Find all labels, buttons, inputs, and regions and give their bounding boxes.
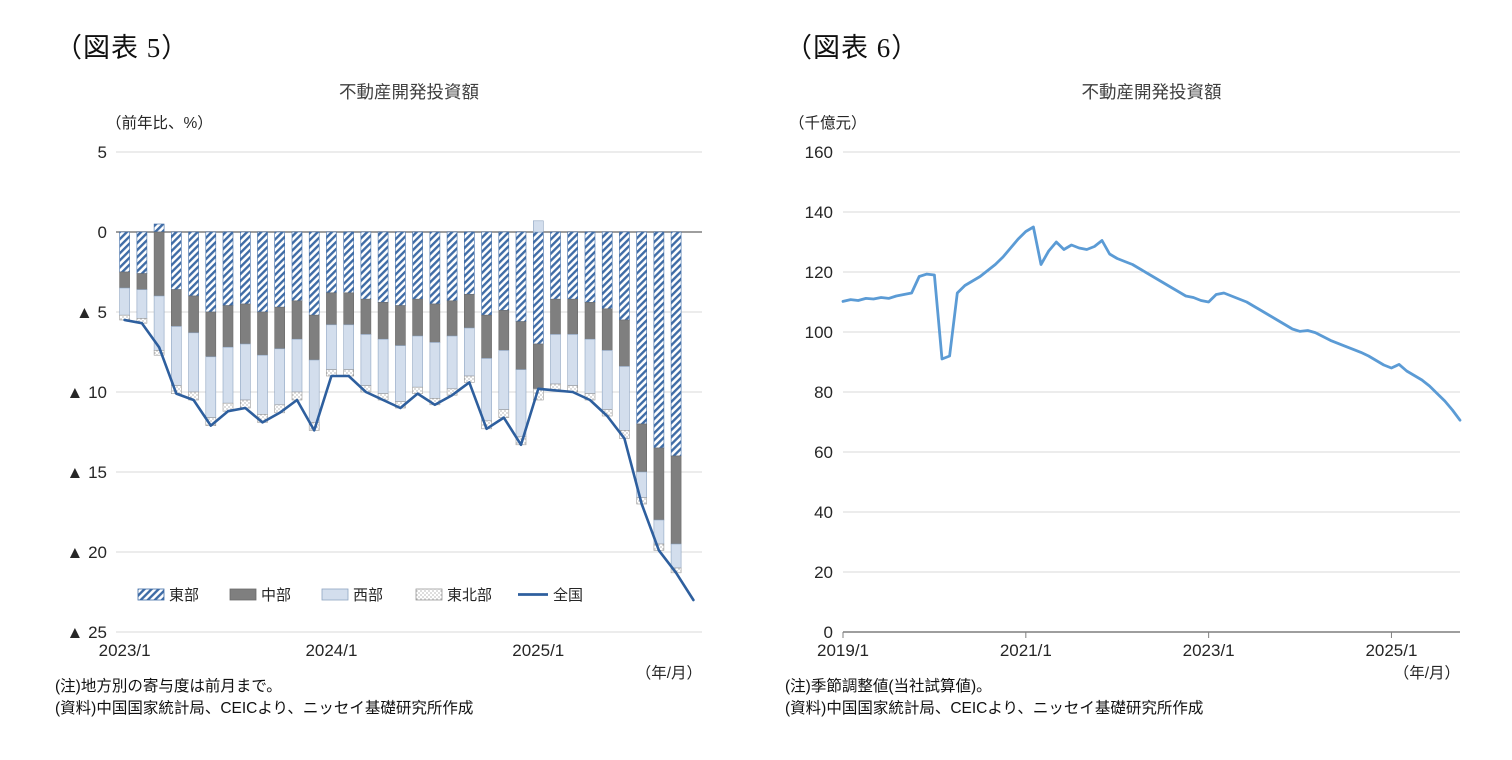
- legend-label: 東部: [169, 587, 199, 604]
- svg-text:20: 20: [814, 563, 833, 582]
- figure6-notes: (注)季節調整値(当社試算値)。 (資料)中国国家統計局、CEICより、ニッセイ…: [785, 676, 1203, 721]
- fig5-national-line: [123, 318, 695, 602]
- svg-text:40: 40: [814, 503, 833, 522]
- svg-text:▲ 15: ▲ 15: [67, 463, 107, 482]
- figure5-note: (注)地方別の寄与度は前月まで。: [55, 678, 282, 695]
- figure6-note: (注)季節調整値(当社試算値)。: [785, 678, 992, 695]
- svg-text:80: 80: [814, 383, 833, 402]
- svg-text:5: 5: [98, 143, 107, 162]
- figure5-source: (資料)中国国家統計局、CEICより、ニッセイ基礎研究所作成: [55, 700, 474, 718]
- fig5-title: 不動産開発投資額: [339, 82, 479, 102]
- fig6-gridlines: 160 140 120 100 80 60 40 20 0: [805, 143, 1460, 642]
- svg-text:▲ 5: ▲ 5: [76, 303, 107, 322]
- legend-swatch: [229, 588, 257, 601]
- svg-text:100: 100: [805, 323, 833, 342]
- figure5-label: （図表 5）: [55, 33, 190, 63]
- svg-text:2024/1: 2024/1: [305, 641, 357, 660]
- legend-label: 西部: [353, 587, 383, 604]
- fig5-y-axis-unit: （前年比、%）: [106, 114, 213, 132]
- figure5-chart-canvas: 不動産開発投資額 （前年比、%） 5 0 ▲ 5 ▲ 10 ▲ 15 ▲ 20 ▲ 252023…: [67, 82, 702, 682]
- svg-text:▲ 25: ▲ 25: [67, 623, 107, 642]
- legend-label: 全国: [553, 586, 583, 604]
- fig6-x-axis-unit: （年/月）: [1394, 664, 1460, 682]
- svg-text:2019/1: 2019/1: [817, 641, 869, 660]
- figure6-label: （図表 6）: [785, 33, 920, 63]
- fig5-x-axis-unit: （年/月）: [636, 664, 702, 682]
- svg-text:0: 0: [98, 223, 107, 242]
- figure5-panel: （図表 5） 不動産開発投資額 （前年比、%） 5 0 ▲ 5 ▲ 10 ▲ 15 ▲ 20 ▲…: [0, 0, 745, 760]
- svg-text:160: 160: [805, 143, 833, 162]
- svg-text:120: 120: [805, 263, 833, 282]
- svg-text:2021/1: 2021/1: [1000, 641, 1052, 660]
- legend-swatch: [321, 588, 349, 601]
- fig6-title: 不動産開発投資額: [1082, 82, 1222, 102]
- svg-text:▲ 10: ▲ 10: [67, 383, 107, 402]
- figure6-source: (資料)中国国家統計局、CEICより、ニッセイ基礎研究所作成: [785, 700, 1204, 718]
- svg-text:2025/1: 2025/1: [512, 641, 564, 660]
- figure6-chart-canvas: 不動産開発投資額 （千億元） 160 140 120 100 80 60 40 20 02019/1…: [789, 82, 1462, 682]
- svg-text:140: 140: [805, 203, 833, 222]
- fig6-y-axis-unit: （千億元）: [789, 114, 867, 132]
- legend-label: 東北部: [447, 587, 492, 604]
- fig5-legend: 東部 中部 西部 東北部 全国: [137, 586, 583, 604]
- svg-text:2023/1: 2023/1: [99, 641, 151, 660]
- svg-text:▲ 20: ▲ 20: [67, 543, 107, 562]
- svg-text:2025/1: 2025/1: [1365, 641, 1417, 660]
- legend-label: 中部: [261, 587, 291, 604]
- figure5-notes: (注)地方別の寄与度は前月まで。 (資料)中国国家統計局、CEICより、ニッセイ…: [55, 676, 473, 721]
- legend-swatch: [137, 588, 165, 601]
- legend-swatch: [415, 588, 443, 601]
- svg-text:0: 0: [824, 623, 833, 642]
- svg-text:2023/1: 2023/1: [1183, 641, 1235, 660]
- fig6-investment-line: [841, 225, 1462, 422]
- figure6-panel: （図表 6） 不動産開発投資額 （千億元） 160 140 120 100 80 60 40 20…: [745, 0, 1512, 760]
- svg-text:60: 60: [814, 443, 833, 462]
- fig5-stacked-bars: [119, 220, 682, 574]
